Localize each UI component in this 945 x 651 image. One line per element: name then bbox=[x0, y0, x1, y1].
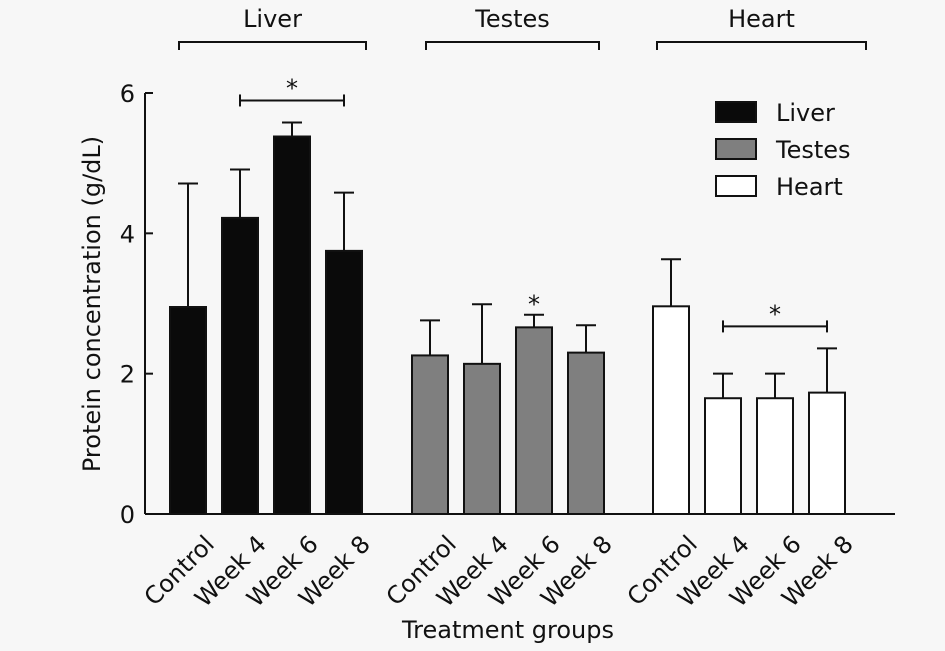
y-tick-label: 2 bbox=[120, 361, 135, 389]
group-bracket bbox=[178, 41, 367, 50]
legend-swatch-testes bbox=[715, 138, 757, 160]
significance-star: * bbox=[528, 291, 540, 319]
y-tick-label: 6 bbox=[120, 80, 135, 108]
group-bracket bbox=[656, 41, 867, 50]
y-axis-title: Protein concentration (g/dL) bbox=[78, 136, 106, 472]
bar-liver bbox=[221, 216, 259, 515]
bar-heart bbox=[652, 305, 690, 515]
legend: Liver Testes Heart bbox=[715, 99, 851, 201]
y-tick-label: 0 bbox=[120, 501, 135, 529]
group-bracket bbox=[425, 41, 600, 50]
significance-star: * bbox=[286, 74, 298, 102]
bar-testes bbox=[463, 362, 501, 515]
legend-label: Liver bbox=[776, 99, 835, 127]
group-label: Liver bbox=[243, 5, 302, 33]
legend-swatch-liver bbox=[715, 101, 757, 123]
bar-liver bbox=[273, 135, 311, 515]
group-label: Testes bbox=[474, 5, 550, 33]
bar-heart bbox=[756, 397, 794, 516]
bar-liver bbox=[169, 306, 207, 515]
bar-testes bbox=[567, 351, 605, 515]
significance-star: * bbox=[769, 300, 781, 328]
annotations: * * * bbox=[239, 74, 828, 333]
y-tick-label: 4 bbox=[120, 220, 135, 248]
bar-testes bbox=[515, 326, 553, 515]
group-label: Heart bbox=[728, 5, 795, 33]
group-labels: Liver Testes Heart bbox=[178, 5, 867, 50]
bars bbox=[169, 121, 846, 516]
legend-label: Heart bbox=[776, 173, 843, 201]
legend-label: Testes bbox=[775, 136, 851, 164]
bar-testes bbox=[411, 354, 449, 515]
x-axis-title: Treatment groups bbox=[401, 616, 614, 644]
bar-heart bbox=[704, 397, 742, 516]
legend-swatch-heart bbox=[715, 175, 757, 197]
bar-liver bbox=[325, 249, 363, 515]
bar-heart bbox=[808, 391, 846, 515]
